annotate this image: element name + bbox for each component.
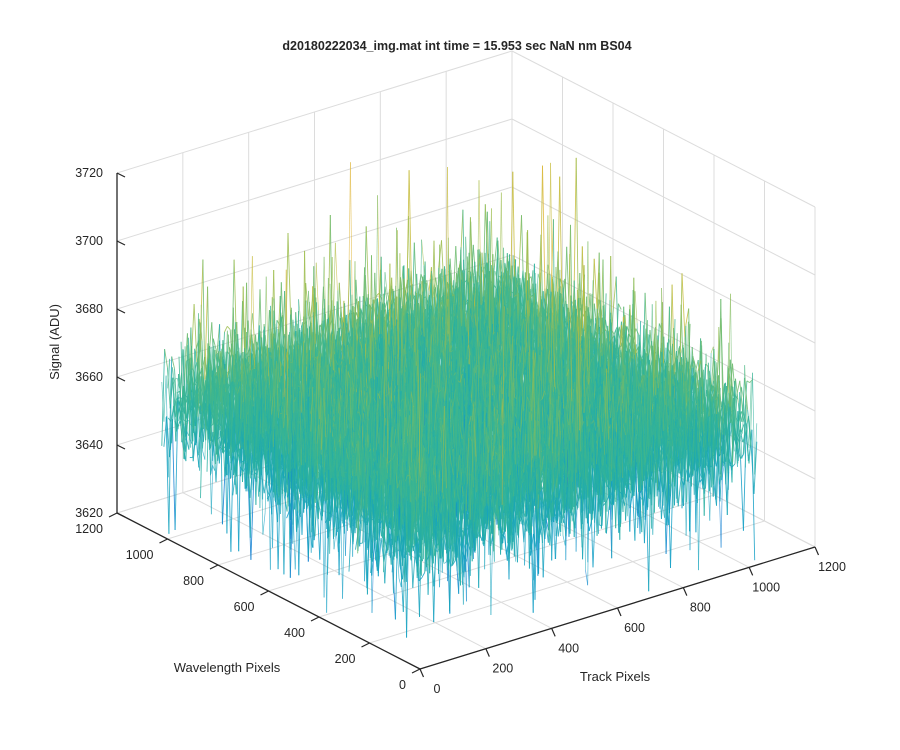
- surface-segment: [212, 338, 217, 350]
- surface-segment: [176, 390, 180, 394]
- wall-grid-line: [511, 50, 816, 208]
- surface-segment: [171, 356, 175, 369]
- wall-grid-line: [511, 186, 816, 344]
- floor-grid-line: [318, 494, 715, 618]
- surface-segment: [209, 431, 214, 449]
- surface-segment: [438, 268, 443, 296]
- surface-segment: [309, 286, 314, 375]
- surface-segment: [250, 477, 255, 560]
- surface-segment: [226, 326, 231, 330]
- surface-segment: [165, 417, 170, 534]
- surface-segment: [224, 326, 228, 333]
- surface-segment: [408, 170, 413, 312]
- surface-segment: [484, 204, 489, 268]
- surface-segment: [193, 304, 198, 363]
- surface-segment: [441, 240, 445, 295]
- surface-segment: [171, 419, 176, 531]
- surface-segment: [174, 420, 178, 428]
- surface-segment: [164, 349, 168, 368]
- surface-segment: [216, 324, 221, 356]
- surface-segment: [174, 368, 178, 419]
- surface-segment: [276, 319, 281, 326]
- surface-segment: [305, 283, 309, 316]
- surface-segment: [287, 232, 292, 327]
- surface-segment: [178, 356, 183, 443]
- surface-segment: [185, 437, 190, 450]
- surface-segment: [219, 446, 224, 451]
- surface-segment: [372, 296, 377, 309]
- wall-grid-line: [116, 118, 513, 242]
- surface-segment: [189, 400, 194, 462]
- wall-grid-line: [511, 118, 816, 276]
- surface-segment: [493, 237, 498, 267]
- surface-segment: [174, 394, 179, 418]
- surface-segment: [276, 295, 281, 355]
- surface-segment: [166, 367, 171, 409]
- surface-segment: [417, 273, 422, 295]
- surface-segment: [518, 215, 522, 281]
- wall-grid-line: [116, 186, 513, 310]
- surface-segment: [423, 275, 428, 308]
- surface-segment: [338, 282, 343, 330]
- surface-segment: [204, 286, 209, 380]
- surface-segment: [226, 361, 231, 379]
- surface-mesh: [161, 157, 758, 638]
- wall-grid-line: [116, 50, 513, 174]
- surface-segment: [161, 349, 166, 446]
- wall-grid-line: [511, 254, 816, 412]
